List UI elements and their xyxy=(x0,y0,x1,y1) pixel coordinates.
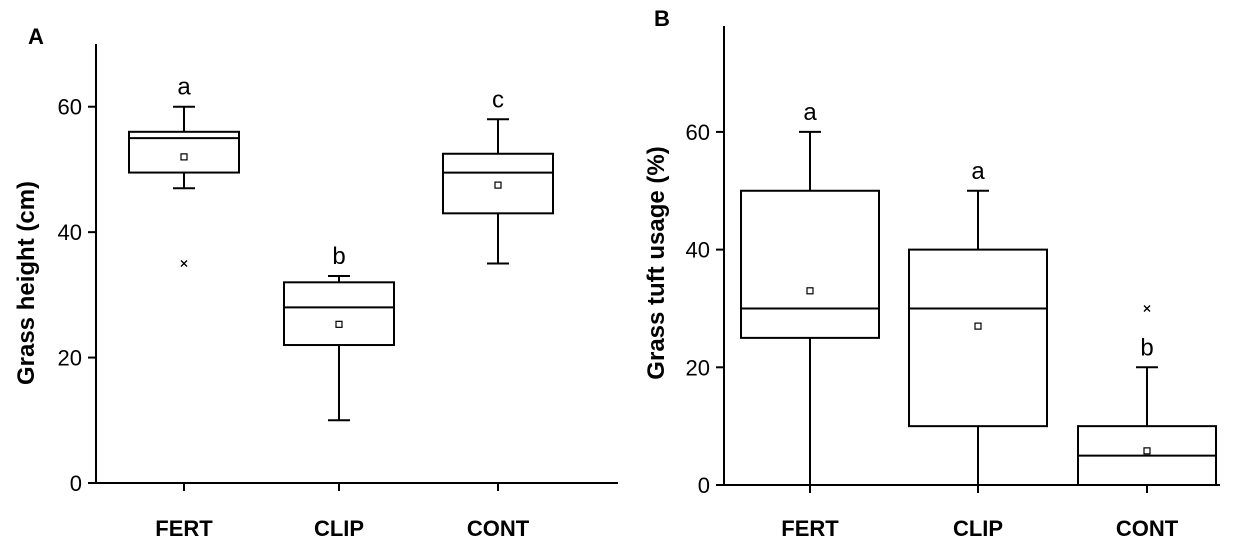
panel-b-label: B xyxy=(654,6,670,31)
panel-a-mean-marker xyxy=(180,153,188,161)
panel-a-label: A xyxy=(28,24,44,49)
panel-b-category-label: CONT xyxy=(1116,516,1179,541)
panel-a-significance-letter: b xyxy=(332,243,345,270)
panel-b-y-tick-label: 0 xyxy=(698,473,710,498)
panel-b-box-clip xyxy=(908,248,1048,428)
panel-a-category-label: CLIP xyxy=(314,516,364,541)
panel-b-significance-letter: a xyxy=(803,99,817,126)
panel-a-y-tick-label: 0 xyxy=(70,471,82,496)
panel-b-marks: 0 20 40 60 a FERT a CLIP b CONT xyxy=(686,99,1217,541)
panel-b: B Grass tuft usage (%) 0 20 40 60 a FERT a CLIP… xyxy=(643,6,1220,541)
panel-a-y-axis-label: Grass height (cm) xyxy=(13,181,40,385)
panel-b-significance-letter: a xyxy=(971,158,985,185)
panel-a-category-label: FERT xyxy=(155,516,213,541)
panel-b-y-tick-label: 60 xyxy=(686,120,710,145)
panel-b-y-tick-label: 40 xyxy=(686,238,710,263)
panel-a-significance-letter: a xyxy=(177,74,191,101)
panel-b-y-axis-label: Grass tuft usage (%) xyxy=(643,146,670,379)
panel-b-mean-marker xyxy=(1143,447,1151,455)
panel-a-mean-marker xyxy=(335,320,343,328)
panel-b-outlier-marker xyxy=(1143,304,1151,312)
panel-b-mean-marker xyxy=(806,287,814,295)
panel-b-category-label: CLIP xyxy=(953,516,1003,541)
panel-b-box-fert xyxy=(740,189,880,339)
panel-a-y-tick-label: 20 xyxy=(58,346,82,371)
panel-b-y-tick-label: 20 xyxy=(686,355,710,380)
panel-a-y-tick-label: 40 xyxy=(58,220,82,245)
panel-b-mean-marker xyxy=(974,322,982,330)
panel-a-marks: 0 20 40 60 a FERT b CLIP c CONT xyxy=(58,74,554,541)
panel-a-box-clip xyxy=(283,281,395,347)
panel-a: A Grass height (cm) 0 20 40 60 a FERT b CLIP c CO… xyxy=(13,24,618,541)
panel-a-significance-letter: c xyxy=(492,86,504,113)
panel-a-y-tick-label: 60 xyxy=(58,95,82,120)
panel-b-category-label: FERT xyxy=(781,516,839,541)
panel-a-category-label: CONT xyxy=(467,516,530,541)
panel-a-mean-marker xyxy=(494,181,502,189)
panel-a-outlier-marker xyxy=(180,260,188,267)
panel-b-significance-letter: b xyxy=(1140,334,1153,361)
